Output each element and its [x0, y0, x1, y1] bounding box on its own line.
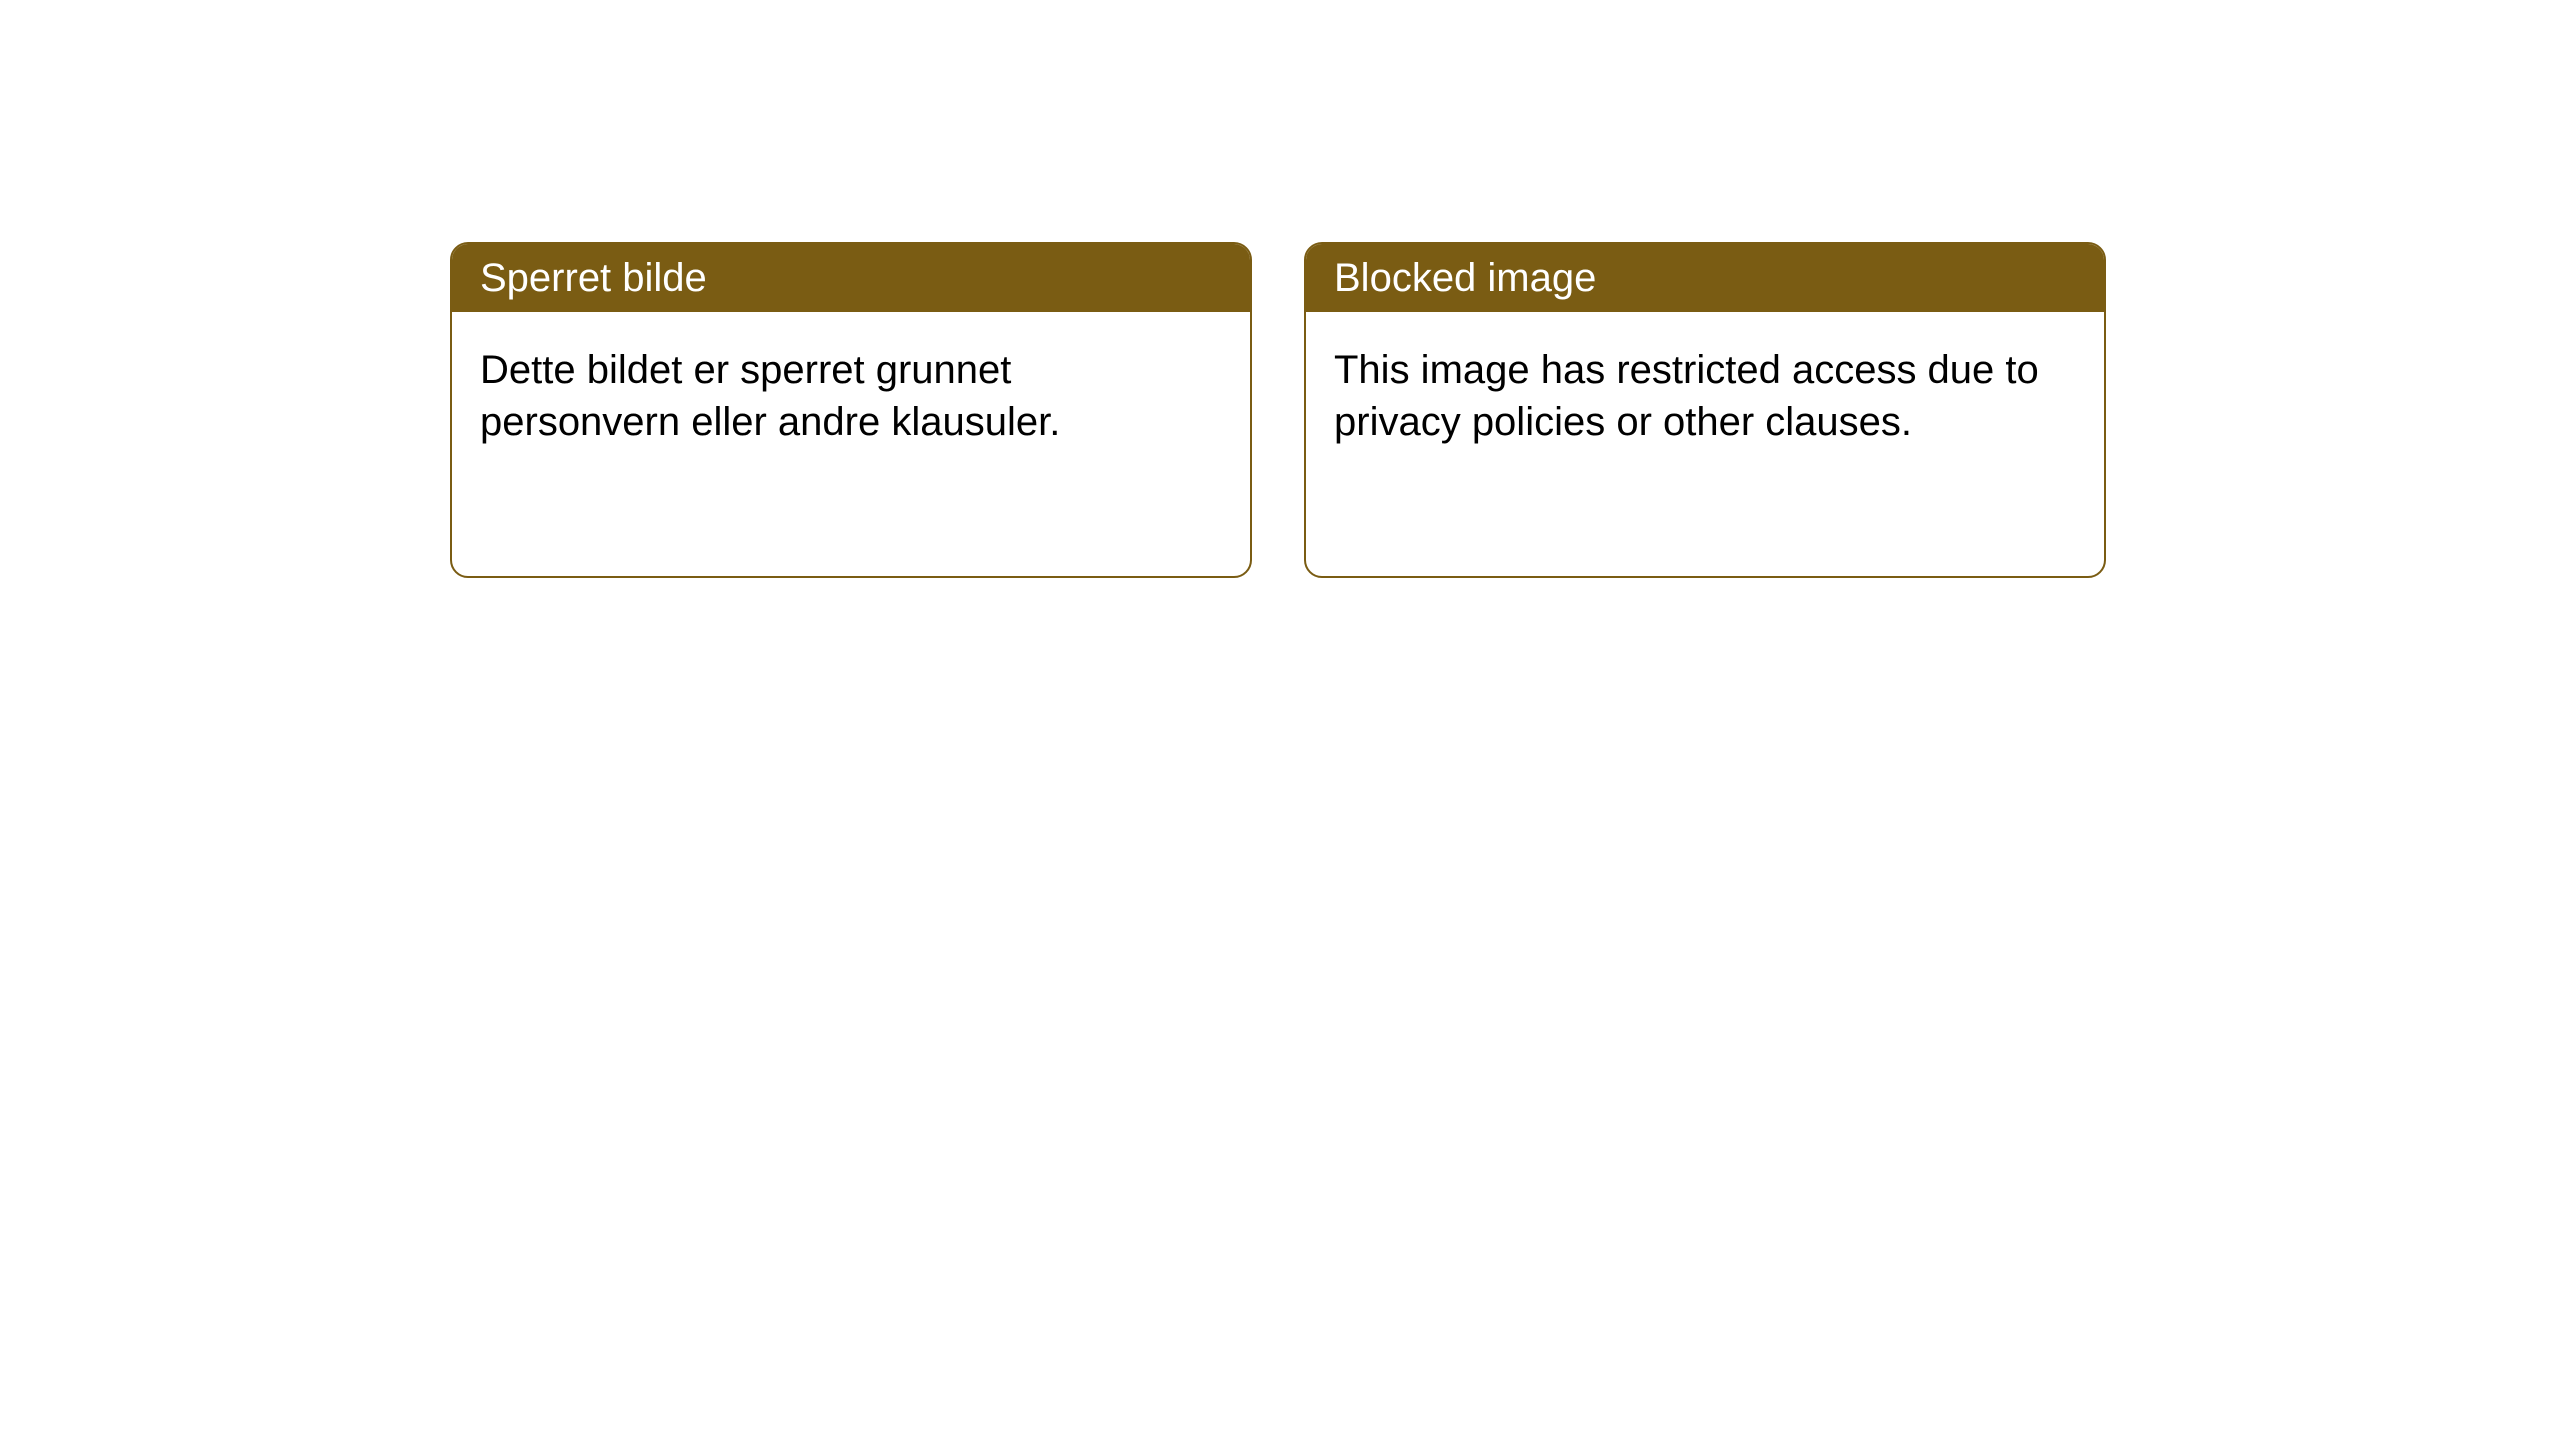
notice-card-body: This image has restricted access due to … — [1306, 312, 2104, 480]
notice-cards-container: Sperret bilde Dette bildet er sperret gr… — [450, 242, 2106, 578]
notice-card-title: Blocked image — [1306, 244, 2104, 312]
notice-card-english: Blocked image This image has restricted … — [1304, 242, 2106, 578]
notice-card-title: Sperret bilde — [452, 244, 1250, 312]
notice-card-norwegian: Sperret bilde Dette bildet er sperret gr… — [450, 242, 1252, 578]
notice-card-body: Dette bildet er sperret grunnet personve… — [452, 312, 1250, 480]
